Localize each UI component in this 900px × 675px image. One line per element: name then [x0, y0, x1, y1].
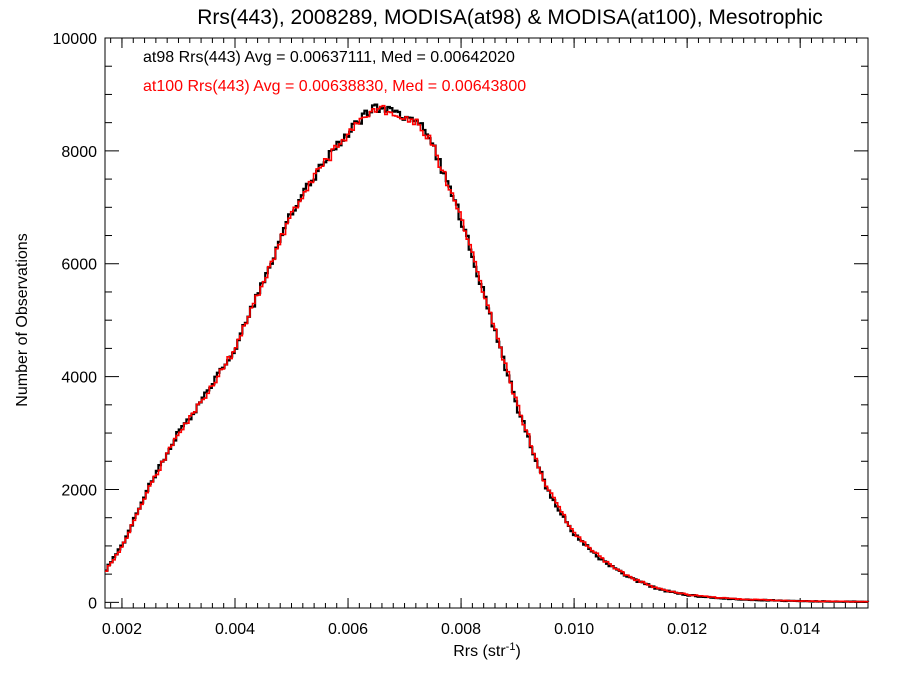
legend-entry-at98: at98 Rrs(443) Avg = 0.00637111, Med = 0.…	[143, 49, 515, 66]
series-at100-line	[105, 104, 869, 603]
x-tick-label: 0.004	[215, 621, 255, 638]
chart-title: Rrs(443), 2008289, MODISA(at98) & MODISA…	[197, 6, 823, 29]
y-tick-label: 2000	[61, 482, 97, 499]
series-layer	[105, 103, 870, 603]
y-tick-label: 8000	[61, 144, 97, 161]
x-tick-label: 0.014	[780, 621, 820, 638]
x-tick-label: 0.010	[554, 621, 594, 638]
legend: at98 Rrs(443) Avg = 0.00637111, Med = 0.…	[143, 49, 526, 95]
x-axis-label: Rrs (str-1)	[453, 641, 521, 660]
x-tick-label: 0.006	[328, 621, 368, 638]
x-tick-label: 0.012	[667, 621, 707, 638]
x-axis: 0.002 0.004 0.006 0.008 0.010 0.012 0.014	[102, 38, 858, 638]
y-tick-label: 6000	[61, 257, 97, 274]
y-axis: 0 2000 4000 6000 8000 10000	[53, 31, 868, 612]
legend-entry-at100: at100 Rrs(443) Avg = 0.00638830, Med = 0…	[143, 78, 526, 95]
x-tick-label: 0.002	[102, 621, 142, 638]
x-tick-label: 0.008	[441, 621, 481, 638]
y-tick-label: 4000	[61, 370, 97, 387]
plot-frame	[104, 37, 869, 609]
y-axis-label: Number of Observations	[14, 233, 31, 406]
y-tick-label: 10000	[53, 31, 98, 48]
series-at98-line	[105, 103, 870, 603]
y-tick-label: 0	[88, 595, 97, 612]
